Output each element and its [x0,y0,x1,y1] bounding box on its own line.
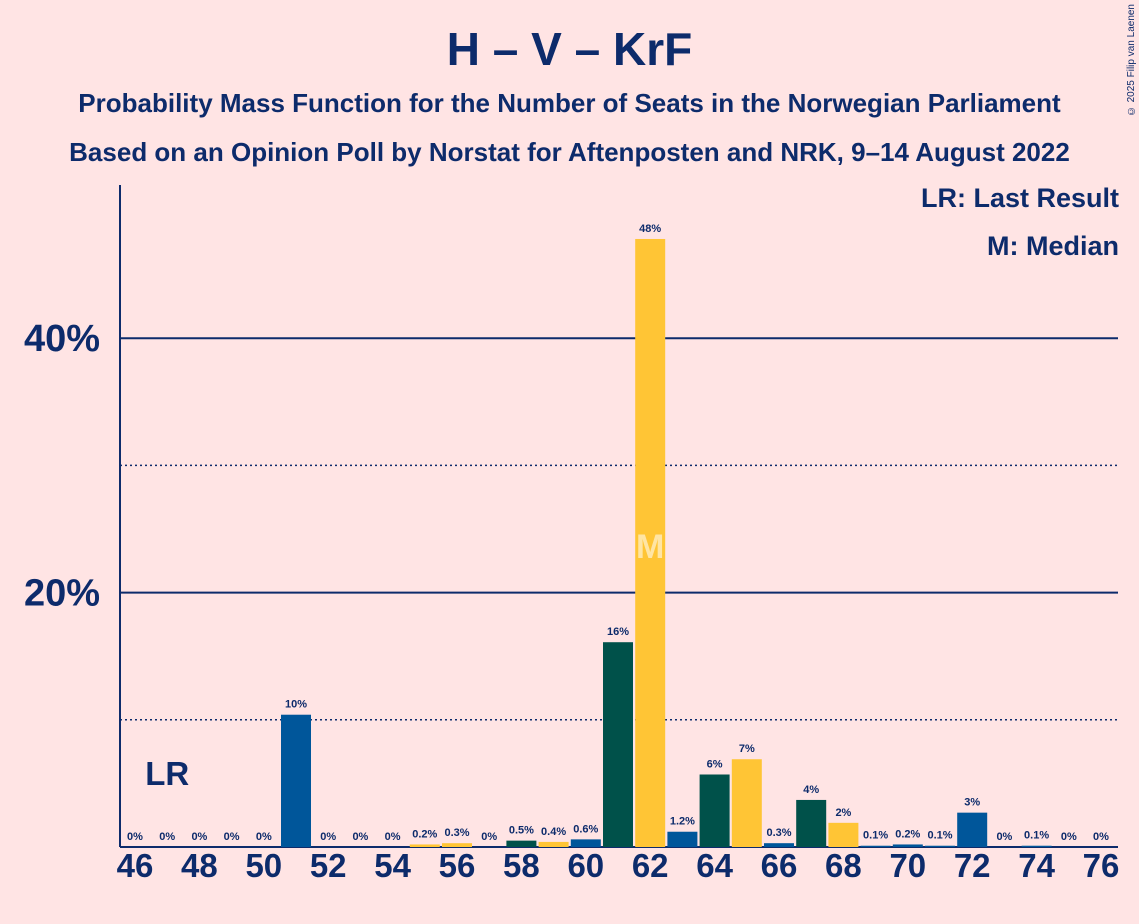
x-tick-label: 50 [245,847,282,884]
bar-seat-62 [635,238,666,847]
bar-seat-60 [570,839,601,847]
x-tick-label: 60 [567,847,604,884]
x-tick-label: 66 [761,847,798,884]
chart-subtitle-2: Based on an Opinion Poll by Norstat for … [69,137,1070,167]
bar-value-label: 10% [285,699,307,711]
chart-subtitle-1: Probability Mass Function for the Number… [78,88,1061,118]
bar-seat-58 [506,840,537,847]
last-result-marker: LR [145,755,189,792]
bar-value-label: 0.2% [895,828,920,840]
x-tick-label: 54 [374,847,411,884]
bar-seat-64 [699,774,730,847]
bar-seat-66 [764,843,794,847]
bar-value-label: 0.1% [1024,830,1049,842]
bar-seat-74 [1021,845,1052,847]
bar-seat-70 [892,844,923,847]
bar-seat-67 [796,799,827,847]
bar-value-label: 0% [320,831,336,843]
bar-seat-65 [731,759,762,847]
bar-seat-56 [442,843,472,847]
bar-value-label: 48% [639,223,661,235]
bar-value-label: 0% [1061,831,1077,843]
bar-value-label: 2% [835,807,851,819]
bar-value-label: 0% [352,831,368,843]
bar-seat-59 [538,841,569,847]
bar-seat-55 [409,844,440,847]
x-tick-label: 48 [181,847,218,884]
bar-value-label: 7% [739,743,755,755]
x-tick-label: 68 [825,847,862,884]
bar-seat-51 [281,714,311,847]
x-tick-label: 76 [1083,847,1120,884]
bar-value-label: 0% [159,831,175,843]
bar-seat-69 [860,845,891,847]
legend-last-result: LR: Last Result [920,183,1119,213]
y-tick-label: 20% [24,573,100,615]
bar-value-label: 0.1% [863,830,888,842]
y-tick-label: 40% [24,318,100,360]
bar-value-label: 3% [964,797,980,809]
bar-seat-63 [667,831,698,847]
bar-value-label: 0% [1093,831,1109,843]
x-tick-label: 72 [954,847,991,884]
bar-value-label: 0.3% [766,827,791,839]
bar-value-label: 0.2% [412,828,437,840]
bar-value-label: 6% [707,758,723,770]
x-tick-label: 62 [632,847,669,884]
bar-value-label: 0.4% [541,826,566,838]
legend-median: M: Median [987,231,1119,261]
bar-value-label: 0% [127,831,143,843]
bar-value-label: 0% [481,831,497,843]
bar-value-label: 0% [385,831,401,843]
bar-value-label: 0.6% [573,823,598,835]
chart-title: H – V – KrF [446,23,693,75]
median-marker: M [636,528,664,566]
bar-value-label: 1.2% [670,816,695,828]
bar-seat-72 [957,812,988,847]
x-tick-label: 58 [503,847,540,884]
x-tick-label: 52 [310,847,347,884]
x-tick-label: 74 [1018,847,1055,884]
bar-value-label: 0% [191,831,207,843]
x-tick-label: 70 [889,847,926,884]
bar-seat-61 [603,642,633,847]
bar-value-label: 4% [803,784,819,796]
bar-seat-68 [828,822,859,847]
bar-seat-71 [925,845,955,847]
bar-value-label: 0% [256,831,272,843]
x-tick-label: 56 [439,847,476,884]
x-tick-label: 46 [117,847,154,884]
bar-value-label: 0.5% [509,825,534,837]
bar-value-label: 0% [224,831,240,843]
bar-value-label: 0% [996,831,1012,843]
x-tick-label: 64 [696,847,733,884]
bar-value-label: 0.3% [444,827,469,839]
bar-value-label: 16% [607,626,629,638]
bar-value-label: 0.1% [927,830,952,842]
